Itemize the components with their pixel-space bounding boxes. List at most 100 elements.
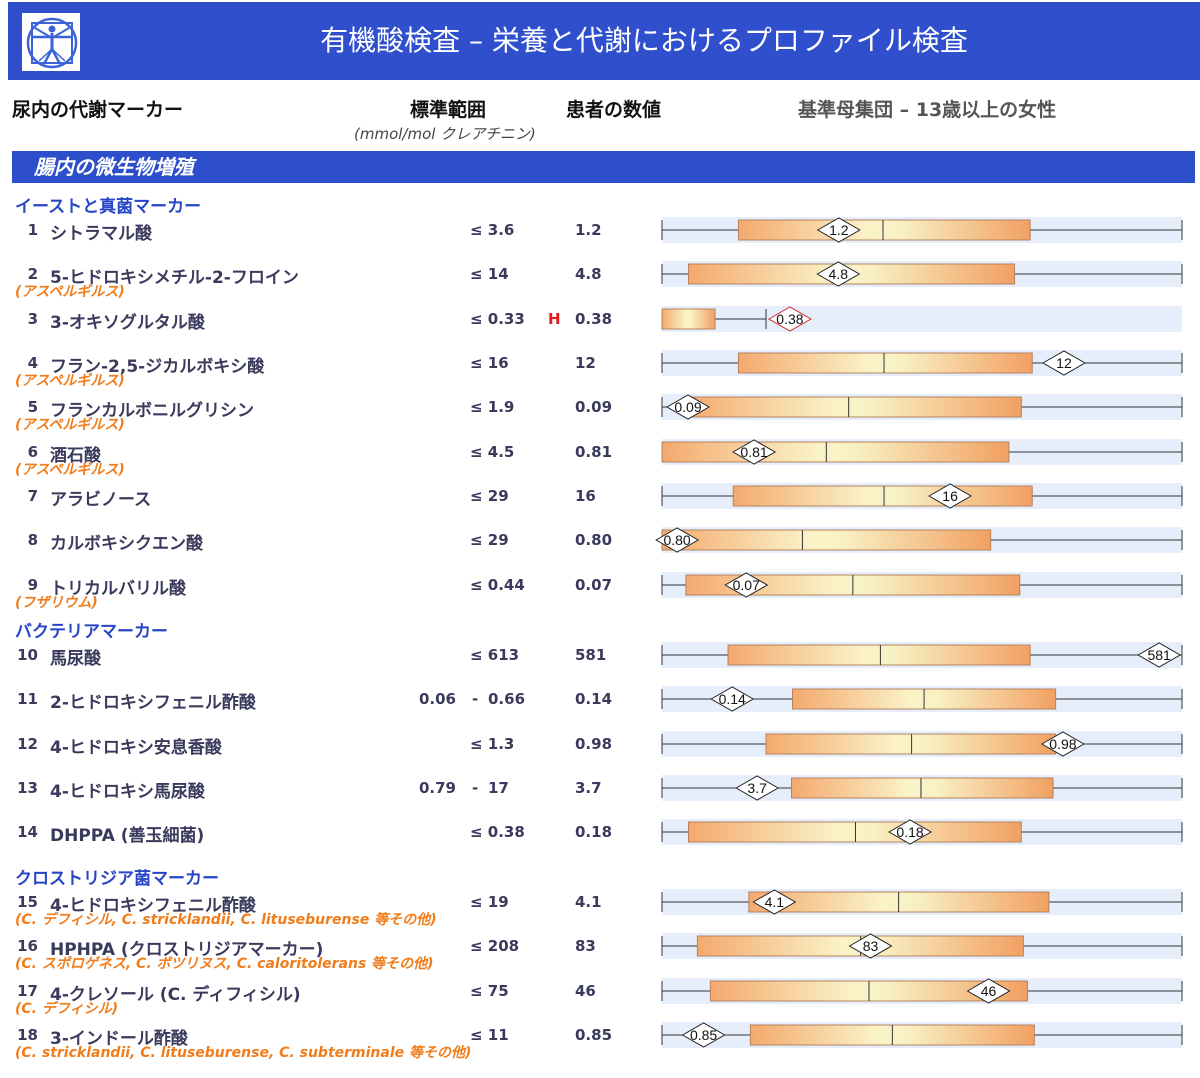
subsection-bacteria: バクテリアマーカー — [15, 622, 168, 642]
patient-value-marker-label: 0.85 — [690, 1027, 717, 1043]
row-name: 4-ヒドロキシ馬尿酸 — [50, 782, 205, 802]
patient-value-marker — [735, 775, 780, 801]
patient-value: 0.09 — [575, 398, 613, 416]
row-organism: (フザリウム) — [15, 595, 98, 611]
patient-value: 1.2 — [575, 221, 602, 239]
patient-value: 0.80 — [575, 531, 613, 549]
patient-value: 581 — [575, 646, 607, 664]
patient-value-marker-label: 0.18 — [896, 824, 923, 840]
patient-value-marker — [1040, 731, 1085, 757]
patient-value-marker-label: 0.38 — [776, 311, 803, 327]
row-organism: (C. デフィシル, C. stricklandii, C. litusebur… — [15, 912, 437, 928]
vitruvian-man-icon — [26, 17, 78, 69]
patient-value-marker-label: 0.80 — [663, 532, 690, 548]
reference-value: ≤ 0.38 — [470, 823, 525, 841]
patient-value: 0.98 — [575, 735, 613, 753]
reference-value: ≤ 29 — [470, 487, 509, 505]
patient-value-marker — [710, 686, 755, 712]
row-name: 3-インドール酢酸 — [50, 1029, 188, 1049]
reference-value: ≤ 16 — [470, 354, 509, 372]
row-name: 4-ヒドロキシ安息香酸 — [50, 738, 222, 758]
row-number: 5 — [27, 398, 38, 416]
patient-value-marker-label: 0.14 — [719, 691, 746, 707]
reference-high: 17 — [488, 779, 509, 797]
patient-value: 0.81 — [575, 443, 613, 461]
reference-value: ≤ 11 — [470, 1026, 509, 1044]
patient-value-marker — [888, 819, 933, 845]
patient-value-marker — [848, 933, 893, 959]
row-number: 10 — [17, 646, 38, 664]
patient-value: 46 — [575, 982, 596, 1000]
iqr-box — [765, 733, 1057, 755]
patient-value-marker-label: 12 — [1056, 355, 1072, 371]
row-name: DHPPA (善玉細菌) — [50, 826, 205, 846]
reference-value: ≤ 0.33 — [470, 310, 525, 328]
row-number: 16 — [17, 937, 38, 955]
row-number: 6 — [27, 443, 38, 461]
patient-value-marker — [732, 439, 777, 465]
patient-value-marker-label: 1.2 — [829, 222, 849, 238]
patient-value-marker-label: 4.8 — [829, 266, 849, 282]
patient-value: 83 — [575, 937, 596, 955]
marker-column-header: 尿内の代謝マーカー — [12, 99, 184, 121]
iqr-box — [732, 485, 1033, 507]
iqr-box — [790, 777, 1054, 799]
row-name: 4-ヒドロキシフェニル酢酸 — [50, 896, 256, 916]
row-number: 2 — [27, 265, 38, 283]
report-header: 有機酸検査 – 栄養と代謝におけるプロファイル検査 — [8, 2, 1200, 80]
row-name: 3-オキソグルタル酸 — [50, 313, 205, 333]
patient-value-marker-label: 0.09 — [674, 399, 701, 415]
reference-dash: - — [472, 690, 479, 708]
patient-value: 0.38 — [575, 310, 613, 328]
row-number: 8 — [27, 531, 38, 549]
iqr-box — [727, 644, 1031, 666]
row-number: 15 — [17, 893, 38, 911]
iqr-box — [737, 352, 1033, 374]
reference-value: ≤ 1.3 — [470, 735, 515, 753]
row-number: 11 — [17, 690, 38, 708]
row-name: 馬尿酸 — [50, 649, 101, 669]
patient-value: 0.14 — [575, 690, 613, 708]
iqr-box — [737, 219, 1031, 241]
patient-value-marker-label: 581 — [1147, 647, 1171, 663]
row-name: カルボキシクエン酸 — [50, 534, 203, 554]
patient-value-marker — [816, 217, 861, 243]
row-number: 13 — [17, 779, 38, 797]
patient-value: 3.7 — [575, 779, 602, 797]
reference-value: ≤ 75 — [470, 982, 509, 1000]
patient-value-marker-label: 16 — [942, 488, 958, 504]
row-number: 4 — [27, 354, 38, 372]
patient-value-marker — [816, 261, 861, 287]
patient-value: 12 — [575, 354, 596, 372]
patient-value-marker — [665, 394, 711, 420]
patient-value-marker — [966, 978, 1011, 1004]
population-boxplots: 1.2 4.8 0.38 12 0.09 0.81 16 0.80 0.07 581 0.14 0.9… — [655, 217, 1183, 1048]
reference-value: ≤ 208 — [470, 937, 520, 955]
row-name: アラビノース — [50, 490, 152, 510]
patient-value-marker — [1137, 642, 1182, 668]
reference-low: 0.79 — [418, 779, 456, 797]
row-number: 3 — [27, 310, 38, 328]
iqr-box — [661, 441, 1010, 463]
patient-value-marker — [767, 306, 812, 332]
row-name: 5-ヒドロキシメチル-2-フロイン — [50, 268, 299, 288]
row-name: 2-ヒドロキシフェニル酢酸 — [50, 693, 256, 713]
patient-value-marker-label: 83 — [863, 938, 879, 954]
row-organism: (アスペルギルス) — [15, 284, 125, 300]
reference-value: ≤ 4.5 — [470, 443, 515, 461]
reference-dash: - — [472, 779, 479, 797]
patient-value-column-header: 患者の数値 — [566, 99, 662, 121]
row-organism: (アスペルギルス) — [15, 373, 125, 389]
patient-value: 16 — [575, 487, 596, 505]
patient-value: 4.1 — [575, 893, 602, 911]
patient-value-marker-label: 4.1 — [765, 894, 785, 910]
reference-value: ≤ 1.9 — [470, 398, 515, 416]
patient-value-marker — [752, 889, 797, 915]
row-name: トリカルバリル酸 — [50, 579, 186, 599]
report-title: 有機酸検査 – 栄養と代謝におけるプロファイル検査 — [320, 24, 968, 57]
patient-value-marker — [1041, 350, 1086, 376]
row-name: 酒石酸 — [50, 446, 101, 466]
row-number: 7 — [27, 487, 38, 505]
subsection-yeast: イーストと真菌マーカー — [15, 197, 202, 217]
reference-low: 0.06 — [418, 690, 456, 708]
